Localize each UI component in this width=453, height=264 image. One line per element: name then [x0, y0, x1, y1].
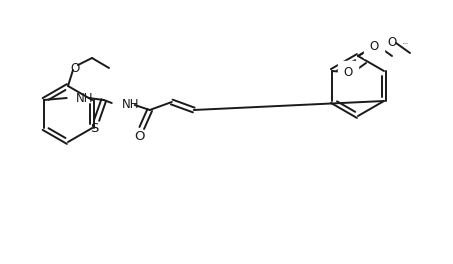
Text: NH: NH	[122, 98, 139, 111]
Text: S: S	[91, 121, 99, 134]
Text: O: O	[135, 130, 145, 143]
Text: O: O	[70, 62, 80, 74]
Text: O: O	[369, 40, 379, 53]
Text: O: O	[343, 67, 352, 79]
Text: NH: NH	[76, 92, 93, 105]
Text: Methoxy: Methoxy	[403, 43, 409, 44]
Text: O: O	[387, 36, 397, 50]
